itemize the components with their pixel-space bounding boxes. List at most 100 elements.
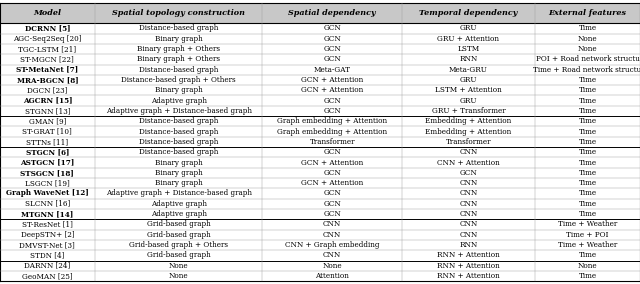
FancyBboxPatch shape	[0, 75, 640, 85]
Text: ST-ResNet [1]: ST-ResNet [1]	[22, 220, 73, 228]
Text: Time: Time	[579, 117, 596, 125]
Text: Graph embedding + Attention: Graph embedding + Attention	[277, 117, 387, 125]
Text: MRA-BGCN [8]: MRA-BGCN [8]	[17, 76, 78, 84]
Text: CNN: CNN	[460, 200, 477, 208]
Text: CNN: CNN	[323, 251, 341, 259]
Text: Grid-based graph: Grid-based graph	[147, 251, 211, 259]
Text: GCN: GCN	[323, 35, 341, 43]
Text: STDN [4]: STDN [4]	[30, 251, 65, 259]
Text: DeepSTN+ [2]: DeepSTN+ [2]	[20, 231, 74, 239]
Text: GCN: GCN	[323, 97, 341, 105]
Text: GCN + Attention: GCN + Attention	[301, 179, 364, 187]
Text: Time: Time	[579, 169, 596, 177]
FancyBboxPatch shape	[0, 271, 640, 281]
Text: Time: Time	[579, 200, 596, 208]
Text: None: None	[169, 262, 188, 270]
Text: ST-MetaNet [7]: ST-MetaNet [7]	[16, 66, 79, 74]
Text: GeoMAN [25]: GeoMAN [25]	[22, 272, 73, 280]
Text: Time: Time	[579, 251, 596, 259]
Text: LSGCN [19]: LSGCN [19]	[25, 179, 70, 187]
Text: RNN: RNN	[460, 55, 477, 63]
Text: Time: Time	[579, 210, 596, 218]
FancyBboxPatch shape	[0, 34, 640, 44]
FancyBboxPatch shape	[0, 64, 640, 75]
FancyBboxPatch shape	[0, 219, 640, 229]
Text: Time: Time	[579, 128, 596, 135]
Text: RNN + Attention: RNN + Attention	[437, 262, 500, 270]
FancyBboxPatch shape	[0, 116, 640, 126]
Text: Time: Time	[579, 148, 596, 156]
Text: Time: Time	[579, 158, 596, 166]
Text: GCN: GCN	[323, 45, 341, 53]
FancyBboxPatch shape	[0, 106, 640, 116]
Text: AGCRN [15]: AGCRN [15]	[22, 97, 72, 105]
Text: Time: Time	[579, 24, 596, 32]
FancyBboxPatch shape	[0, 229, 640, 240]
Text: Binary graph + Others: Binary graph + Others	[137, 55, 220, 63]
Text: Distance-based graph: Distance-based graph	[139, 117, 218, 125]
Text: GCN: GCN	[460, 169, 477, 177]
Text: GCN + Attention: GCN + Attention	[301, 158, 364, 166]
Text: GRU: GRU	[460, 76, 477, 84]
Text: GRU + Attention: GRU + Attention	[438, 35, 499, 43]
Text: Adaptive graph: Adaptive graph	[150, 97, 207, 105]
Text: GCN: GCN	[323, 200, 341, 208]
Text: Time + Weather: Time + Weather	[558, 241, 617, 249]
Text: None: None	[578, 35, 597, 43]
FancyBboxPatch shape	[0, 44, 640, 54]
Text: Time: Time	[579, 97, 596, 105]
Text: CNN: CNN	[460, 179, 477, 187]
FancyBboxPatch shape	[0, 54, 640, 64]
Text: Grid-based graph: Grid-based graph	[147, 231, 211, 239]
FancyBboxPatch shape	[0, 157, 640, 168]
FancyBboxPatch shape	[0, 23, 640, 34]
Text: CNN: CNN	[460, 210, 477, 218]
Text: GCN: GCN	[323, 107, 341, 115]
FancyBboxPatch shape	[0, 3, 640, 23]
Text: ST-MGCN [22]: ST-MGCN [22]	[20, 55, 74, 63]
Text: Binary graph: Binary graph	[155, 86, 202, 94]
Text: Meta-GRU: Meta-GRU	[449, 66, 488, 74]
Text: Time + POI: Time + POI	[566, 231, 609, 239]
Text: GMAN [9]: GMAN [9]	[29, 117, 66, 125]
Text: Meta-GAT: Meta-GAT	[314, 66, 351, 74]
Text: Spatial topology construction: Spatial topology construction	[112, 9, 245, 17]
Text: GCN: GCN	[323, 24, 341, 32]
Text: LSTM + Attention: LSTM + Attention	[435, 86, 502, 94]
Text: LSTM: LSTM	[458, 45, 479, 53]
Text: DARNN [24]: DARNN [24]	[24, 262, 70, 270]
Text: Binary graph: Binary graph	[155, 35, 202, 43]
Text: GCN + Attention: GCN + Attention	[301, 86, 364, 94]
Text: Time: Time	[579, 107, 596, 115]
Text: GRU + Transformer: GRU + Transformer	[431, 107, 506, 115]
Text: None: None	[169, 272, 188, 280]
Text: GCN: GCN	[323, 210, 341, 218]
Text: GCN: GCN	[323, 148, 341, 156]
Text: POI + Road network structu: POI + Road network structu	[536, 55, 639, 63]
Text: CNN: CNN	[460, 189, 477, 197]
FancyBboxPatch shape	[0, 95, 640, 106]
Text: SLCNN [16]: SLCNN [16]	[25, 200, 70, 208]
Text: Adaptive graph: Adaptive graph	[150, 210, 207, 218]
FancyBboxPatch shape	[0, 240, 640, 250]
FancyBboxPatch shape	[0, 178, 640, 188]
Text: STSGCN [18]: STSGCN [18]	[20, 169, 74, 177]
Text: GCN + Attention: GCN + Attention	[301, 76, 364, 84]
Text: Time + Weather: Time + Weather	[558, 220, 617, 228]
Text: CNN + Graph embedding: CNN + Graph embedding	[285, 241, 380, 249]
Text: Grid-based graph + Others: Grid-based graph + Others	[129, 241, 228, 249]
Text: Graph embedding + Attention: Graph embedding + Attention	[277, 128, 387, 135]
Text: CNN: CNN	[460, 148, 477, 156]
Text: Adaptive graph: Adaptive graph	[150, 200, 207, 208]
Text: Embedding + Attention: Embedding + Attention	[426, 117, 511, 125]
FancyBboxPatch shape	[0, 199, 640, 209]
Text: Time + Road network structu: Time + Road network structu	[533, 66, 640, 74]
Text: CNN: CNN	[323, 231, 341, 239]
Text: CNN: CNN	[323, 220, 341, 228]
Text: DMVST-Net [3]: DMVST-Net [3]	[19, 241, 76, 249]
Text: STTNs [11]: STTNs [11]	[26, 138, 68, 146]
Text: Binary graph: Binary graph	[155, 169, 202, 177]
FancyBboxPatch shape	[0, 260, 640, 271]
Text: RNN + Attention: RNN + Attention	[437, 251, 500, 259]
Text: Time: Time	[579, 189, 596, 197]
